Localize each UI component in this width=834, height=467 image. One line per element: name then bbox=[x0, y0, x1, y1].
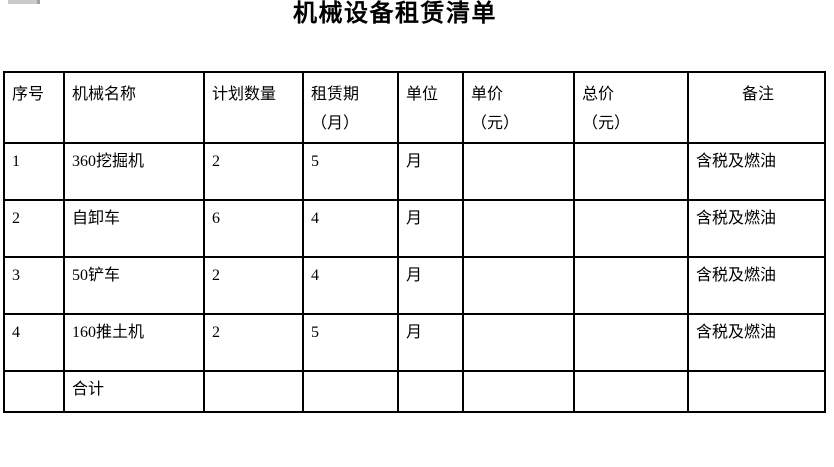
table-row: 4 160推土机 2 5 月 含税及燃油 bbox=[3, 313, 826, 372]
cell-name: 50铲车 bbox=[63, 256, 205, 315]
cell-remark: 含税及燃油 bbox=[687, 256, 826, 315]
header-cell-unit: 单位 bbox=[397, 71, 464, 144]
cell-index: 2 bbox=[3, 199, 65, 258]
cell-remark: 含税及燃油 bbox=[687, 142, 826, 201]
header-label: 备注 bbox=[741, 86, 774, 103]
header-label: 租赁期 bbox=[311, 86, 360, 103]
cell-qty: 2 bbox=[203, 142, 304, 201]
cell-name: 160推土机 bbox=[63, 313, 205, 372]
cell-qty: 2 bbox=[203, 313, 304, 372]
header-label: 计划数量 bbox=[212, 86, 277, 103]
cell-name: 自卸车 bbox=[63, 199, 205, 258]
cell-index: 3 bbox=[3, 256, 65, 315]
table-row: 1 360挖掘机 2 5 月 含税及燃油 bbox=[3, 142, 826, 201]
cell-qty: 6 bbox=[203, 199, 304, 258]
table-row: 3 50铲车 2 4 月 含税及燃油 bbox=[3, 256, 826, 315]
cell-total-price bbox=[573, 256, 689, 315]
cell-index bbox=[3, 370, 65, 413]
cell-unit-price bbox=[462, 313, 575, 372]
cell-remark bbox=[687, 370, 826, 413]
header-label-line2: （元） bbox=[471, 115, 520, 132]
cell-remark: 含税及燃油 bbox=[687, 313, 826, 372]
cell-total-price bbox=[573, 142, 689, 201]
cell-total-price bbox=[573, 199, 689, 258]
header-cell-unit-price: 单价 （元） bbox=[462, 71, 575, 144]
header-cell-qty: 计划数量 bbox=[203, 71, 304, 144]
header-label-line2: （元） bbox=[582, 115, 631, 132]
table-row: 2 自卸车 6 4 月 含税及燃油 bbox=[3, 199, 826, 258]
cell-total-price bbox=[573, 370, 689, 413]
cell-period: 5 bbox=[302, 142, 399, 201]
cell-qty bbox=[203, 370, 304, 413]
window-edge-artifact bbox=[8, 0, 40, 4]
cell-name: 360挖掘机 bbox=[63, 142, 205, 201]
cell-unit: 月 bbox=[397, 199, 464, 258]
cell-index: 4 bbox=[3, 313, 65, 372]
header-cell-name: 机械名称 bbox=[63, 71, 205, 144]
cell-remark: 含税及燃油 bbox=[687, 199, 826, 258]
cell-period: 4 bbox=[302, 199, 399, 258]
header-label-line2: （月） bbox=[311, 115, 360, 132]
header-cell-index: 序号 bbox=[3, 71, 65, 144]
header-label: 单价 bbox=[471, 86, 504, 103]
cell-unit-price bbox=[462, 142, 575, 201]
cell-index: 1 bbox=[3, 142, 65, 201]
cell-total-price bbox=[573, 313, 689, 372]
header-label: 序号 bbox=[12, 86, 45, 103]
total-label-cell: 合计 bbox=[63, 370, 205, 413]
header-label: 机械名称 bbox=[72, 86, 137, 103]
header-label: 单位 bbox=[406, 86, 439, 103]
header-cell-remark: 备注 bbox=[687, 71, 826, 144]
cell-period: 4 bbox=[302, 256, 399, 315]
cell-period: 5 bbox=[302, 313, 399, 372]
cell-qty: 2 bbox=[203, 256, 304, 315]
header-row: 序号 机械名称 计划数量 租赁期 （月） 单位 bbox=[3, 71, 826, 144]
cell-unit: 月 bbox=[397, 142, 464, 201]
header-label: 总价 bbox=[582, 86, 615, 103]
page-title: 机械设备租赁清单 bbox=[293, 1, 497, 27]
cell-unit-price bbox=[462, 256, 575, 315]
cell-unit-price bbox=[462, 199, 575, 258]
header-cell-period: 租赁期 （月） bbox=[302, 71, 399, 144]
cell-unit: 月 bbox=[397, 256, 464, 315]
cell-unit: 月 bbox=[397, 313, 464, 372]
header-cell-total-price: 总价 （元） bbox=[573, 71, 689, 144]
equipment-rental-table: 序号 机械名称 计划数量 租赁期 （月） 单位 bbox=[3, 71, 826, 413]
cell-unit-price bbox=[462, 370, 575, 413]
cell-unit bbox=[397, 370, 464, 413]
cell-period bbox=[302, 370, 399, 413]
total-row: 合计 bbox=[3, 370, 826, 413]
